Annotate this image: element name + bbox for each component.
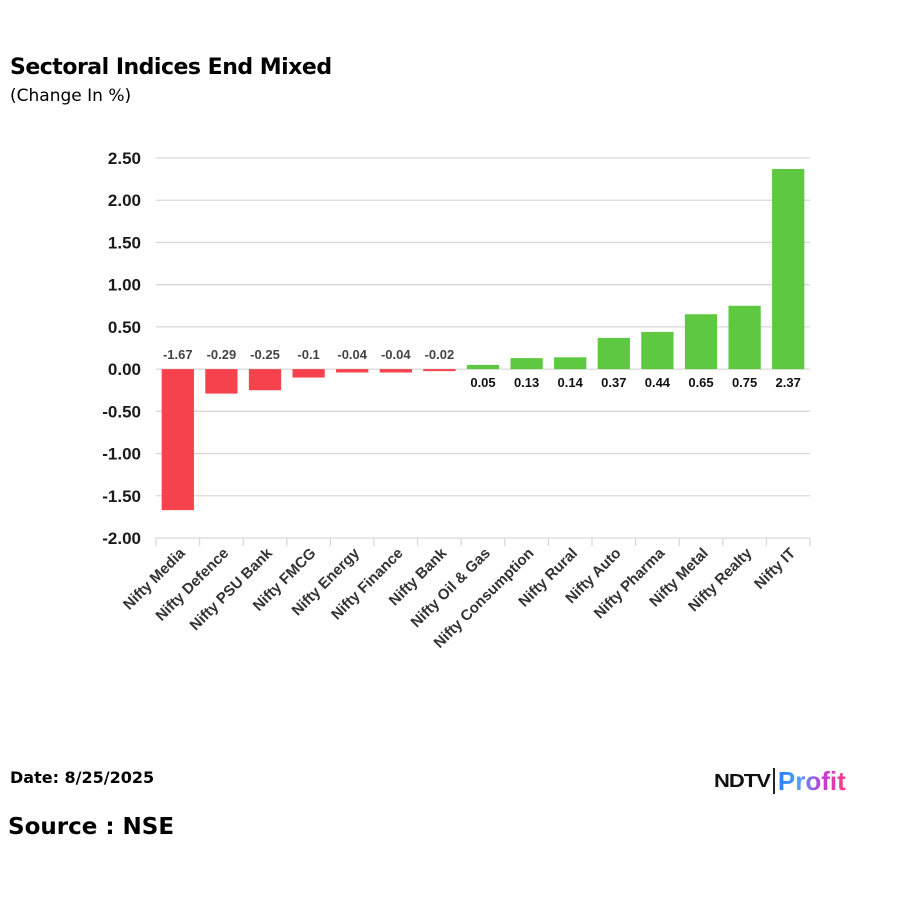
- bar-chart: 2.50 2.00 1.50 1.00 0.50 0.00 -0.50 -1.00 -1.50 -…: [102, 149, 811, 652]
- bar: [772, 168, 805, 370]
- ndtv-profit-logo: NDTV Profit: [714, 766, 846, 796]
- data-labels: -1.67 -0.29 -0.25 -0.1 -0.04 -0.04 -0.02 0.05 0.…: [163, 347, 801, 390]
- data-label: -0.29: [207, 347, 237, 362]
- y-tick-label: -1.50: [102, 487, 141, 506]
- y-tick-label: 1.00: [108, 276, 141, 295]
- source-label: Source : NSE: [8, 814, 175, 840]
- data-label: -1.67: [163, 347, 193, 362]
- x-category-label: Nifty IT: [751, 545, 799, 593]
- data-label: -0.04: [381, 347, 411, 362]
- y-tick-label: 0.00: [108, 360, 141, 379]
- data-label: 0.65: [688, 375, 713, 390]
- logo-profit-text: Profit: [777, 765, 846, 796]
- bar: [292, 369, 325, 378]
- bar: [641, 331, 674, 370]
- bar: [510, 358, 543, 370]
- bar: [554, 357, 587, 370]
- y-tick-label: 2.00: [108, 191, 141, 210]
- y-tick-label: 1.50: [108, 233, 141, 252]
- date-label: Date: 8/25/2025: [10, 768, 155, 787]
- data-label: 2.37: [776, 375, 801, 390]
- bar: [248, 369, 282, 391]
- data-label: 0.44: [645, 375, 671, 390]
- y-tick-label: -1.00: [102, 445, 141, 464]
- y-tick-label: -2.00: [102, 529, 141, 548]
- data-label: 0.05: [470, 375, 495, 390]
- bars: [161, 168, 805, 511]
- bar: [728, 305, 761, 370]
- data-label: -0.1: [297, 347, 319, 362]
- logo-ndtv-text: NDTV: [714, 769, 771, 792]
- bar: [423, 369, 456, 372]
- bar: [336, 369, 369, 373]
- chart-subtitle: (Change In %): [10, 86, 132, 106]
- data-label: 0.14: [558, 375, 584, 390]
- bar: [161, 369, 194, 511]
- data-label: 0.13: [514, 375, 539, 390]
- bar: [597, 337, 630, 370]
- y-tick-label: 2.50: [108, 149, 141, 168]
- y-tick-label: -0.50: [102, 402, 141, 421]
- data-label: -0.02: [425, 347, 455, 362]
- data-label: -0.25: [250, 347, 280, 362]
- y-tick-label: 0.50: [108, 318, 141, 337]
- bar: [466, 364, 500, 370]
- data-label: 0.75: [732, 375, 757, 390]
- bar: [205, 369, 238, 394]
- y-axis: 2.50 2.00 1.50 1.00 0.50 0.00 -0.50 -1.00 -1.50 -…: [102, 149, 141, 548]
- data-label: -0.04: [337, 347, 367, 362]
- bar: [379, 369, 412, 373]
- bar: [684, 314, 718, 370]
- data-label: 0.37: [601, 375, 626, 390]
- logo-separator: [772, 768, 775, 794]
- chart-title: Sectoral Indices End Mixed: [10, 55, 332, 80]
